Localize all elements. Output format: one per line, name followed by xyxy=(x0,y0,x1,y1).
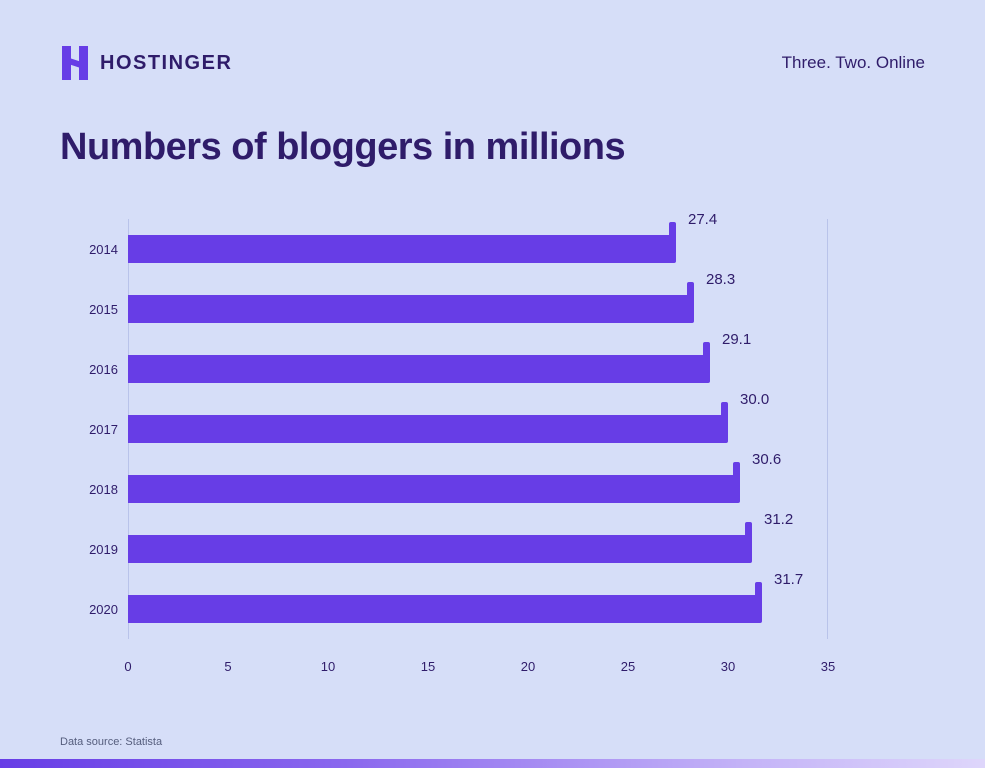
bar: 31.2 xyxy=(128,511,793,563)
bar-value-label: 31.7 xyxy=(774,571,804,588)
bar-row: 2019 31.2 xyxy=(60,511,828,579)
bar: 30.6 xyxy=(128,451,781,503)
bar-value-label: 30.0 xyxy=(740,391,770,408)
bar-end-notch xyxy=(733,462,740,478)
x-tick-label: 35 xyxy=(820,659,836,674)
year-label: 2017 xyxy=(89,421,118,437)
header: HOSTINGER Three. Two. Online xyxy=(0,0,985,80)
bar: 31.7 xyxy=(128,571,803,623)
bar-row: 2017 30.0 xyxy=(60,391,828,459)
x-tick-label: 0 xyxy=(124,659,132,674)
bar-row: 2020 31.7 xyxy=(60,571,828,639)
bottom-gradient-strip xyxy=(0,759,985,768)
bar-end-notch xyxy=(755,582,762,598)
data-source-note: Data source: Statista xyxy=(60,736,163,748)
bar: 27.4 xyxy=(128,211,717,263)
plot-area: 2014 27.4 2015 28.3 2016 29.1 2017 30.0 2018 30.6… xyxy=(60,211,828,639)
bar-track: 31.2 xyxy=(128,511,828,579)
bar-track: 27.4 xyxy=(128,211,828,279)
bar-row: 2018 30.6 xyxy=(60,451,828,519)
brand-tagline: Three. Two. Online xyxy=(781,53,925,72)
x-axis-row: 0 5 10 15 20 25 30 35 xyxy=(60,659,835,677)
bar-track: 31.7 xyxy=(128,571,828,639)
bar-end-notch xyxy=(745,522,752,538)
bar-value-label: 30.6 xyxy=(752,451,782,468)
bar-row: 2016 29.1 xyxy=(60,331,828,399)
bar-row: 2014 27.4 xyxy=(60,211,828,279)
x-tick-label: 5 xyxy=(224,659,232,674)
bar: 28.3 xyxy=(128,271,735,323)
bar-chart: 2014 27.4 2015 28.3 2016 29.1 2017 30.0 2018 30.6… xyxy=(60,211,835,677)
brand-wordmark: HOSTINGER xyxy=(100,51,233,74)
bar-track: 30.0 xyxy=(128,391,828,459)
bar-value-label: 27.4 xyxy=(688,211,718,228)
bar-value-label: 31.2 xyxy=(764,511,794,528)
year-label: 2014 xyxy=(89,241,118,257)
bar-value-label: 28.3 xyxy=(705,271,736,288)
bar-track: 30.6 xyxy=(128,451,828,519)
year-label: 2015 xyxy=(89,301,118,317)
x-tick-label: 25 xyxy=(620,659,636,674)
bar-value-label: 29.1 xyxy=(722,331,752,348)
x-tick-label: 30 xyxy=(720,659,736,674)
bar: 29.1 xyxy=(128,331,751,383)
page-title: Numbers of bloggers in millions xyxy=(60,126,626,168)
bar-end-notch xyxy=(703,342,710,358)
x-tick-label: 20 xyxy=(520,659,536,674)
bar: 30.0 xyxy=(128,391,769,443)
bar-end-notch xyxy=(686,282,694,298)
bar-end-notch xyxy=(721,402,728,418)
x-axis-spacer xyxy=(60,659,128,677)
year-label: 2019 xyxy=(89,541,118,557)
year-label: 2016 xyxy=(89,361,118,377)
bar-track: 28.3 xyxy=(128,271,828,339)
x-tick-label: 15 xyxy=(420,659,436,674)
x-tick-label: 10 xyxy=(320,659,336,674)
bar-track: 29.1 xyxy=(128,331,828,399)
bar-row: 2015 28.3 xyxy=(60,271,828,339)
x-axis: 0 5 10 15 20 25 30 35 xyxy=(124,659,835,677)
year-label: 2020 xyxy=(89,601,118,617)
hostinger-logo-icon xyxy=(60,46,90,80)
bar-end-notch xyxy=(669,222,676,238)
bar-rows: 2014 27.4 2015 28.3 2016 29.1 2017 30.0 2018 30.6… xyxy=(60,211,828,639)
year-label: 2018 xyxy=(89,481,118,497)
brand-logo: HOSTINGER xyxy=(60,46,232,80)
